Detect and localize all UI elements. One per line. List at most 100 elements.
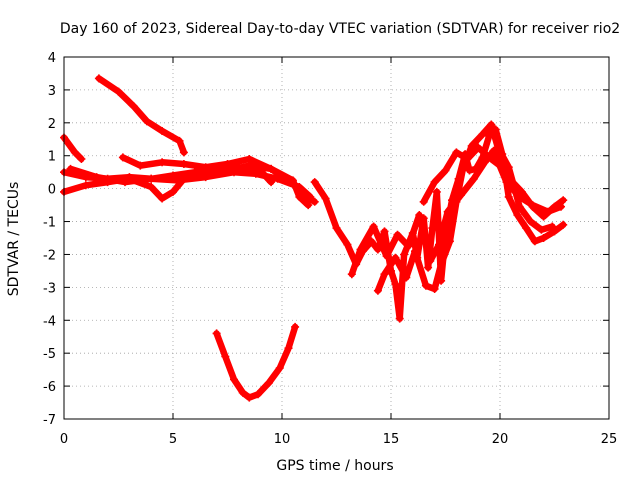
data-point	[221, 352, 230, 361]
data-point	[201, 163, 210, 172]
data-point	[426, 257, 435, 265]
data-point	[382, 252, 391, 261]
y-tick-label: 2	[48, 117, 56, 132]
data-point	[445, 237, 454, 246]
x-tick-label: 20	[492, 432, 509, 447]
data-point	[478, 130, 487, 139]
data-point	[369, 222, 378, 231]
data-point	[158, 194, 167, 203]
data-point	[245, 393, 254, 402]
data-point	[173, 176, 182, 185]
data-point	[169, 187, 177, 196]
data-point	[158, 158, 167, 167]
data-point	[332, 224, 341, 233]
data-point	[147, 183, 156, 191]
data-series	[60, 74, 568, 402]
data-point	[452, 197, 461, 206]
data-point	[513, 211, 522, 219]
data-point	[430, 178, 439, 187]
data-point	[94, 74, 103, 83]
data-point	[424, 263, 433, 272]
data-point	[437, 260, 446, 269]
data-point	[77, 155, 86, 163]
data-point	[432, 187, 441, 196]
data-point	[504, 163, 513, 172]
y-tick-label: 0	[48, 183, 56, 198]
data-point	[559, 220, 568, 229]
data-point	[347, 270, 356, 279]
data-point	[343, 240, 352, 249]
data-point	[114, 87, 123, 96]
x-tick-label: 25	[601, 432, 618, 447]
data-point	[435, 240, 443, 249]
data-point	[400, 250, 409, 259]
data-point	[515, 202, 524, 211]
data-point	[267, 164, 276, 173]
data-point	[129, 102, 138, 111]
data-point	[526, 217, 535, 226]
x-tick-label: 15	[383, 432, 400, 447]
y-tick-label: 3	[48, 84, 56, 99]
data-point	[428, 224, 437, 233]
data-point	[70, 148, 79, 157]
data-point	[380, 270, 389, 279]
data-point	[443, 207, 452, 216]
series-arc-g	[213, 323, 299, 401]
data-point	[393, 230, 402, 239]
data-point	[121, 178, 129, 187]
y-tick-label: -6	[43, 380, 56, 395]
data-point	[81, 181, 90, 190]
y-tick-label: -2	[43, 248, 56, 263]
data-point	[304, 201, 313, 210]
y-tick-label: 4	[48, 51, 56, 66]
data-point	[548, 222, 557, 231]
data-point	[493, 143, 502, 152]
data-point	[136, 161, 145, 170]
data-point	[310, 197, 319, 206]
data-point	[544, 207, 552, 216]
plot-frame	[63, 56, 610, 420]
data-point	[430, 285, 439, 293]
data-point	[356, 245, 365, 254]
data-point	[530, 237, 539, 246]
data-point	[118, 153, 127, 162]
data-point	[291, 322, 300, 331]
data-point	[467, 141, 476, 150]
data-point	[288, 176, 297, 185]
data-point	[201, 173, 210, 182]
data-point	[310, 178, 319, 187]
data-point	[421, 281, 430, 290]
data-point	[254, 390, 262, 399]
data-point	[245, 155, 254, 163]
data-point	[391, 280, 400, 289]
grid-lines	[64, 57, 609, 419]
y-tick-label: -5	[43, 347, 56, 362]
data-point	[539, 234, 548, 242]
data-point	[452, 148, 461, 157]
data-point	[380, 227, 389, 236]
data-point	[264, 378, 273, 387]
data-point	[223, 160, 232, 168]
data-point	[537, 225, 546, 234]
data-point	[522, 224, 531, 233]
data-point	[66, 164, 75, 173]
data-point	[391, 253, 400, 262]
x-tick-label: 5	[169, 432, 177, 447]
data-point	[402, 273, 411, 282]
data-point	[179, 148, 188, 157]
data-point	[469, 174, 478, 183]
series-arc-h	[311, 126, 567, 322]
data-point	[458, 164, 467, 173]
data-point	[295, 192, 304, 201]
data-point	[230, 168, 238, 177]
data-point	[411, 247, 419, 256]
data-point	[487, 120, 496, 129]
data-point	[404, 242, 413, 251]
data-point	[179, 160, 188, 168]
data-point	[238, 388, 247, 397]
data-point	[419, 197, 428, 206]
data-point	[559, 196, 568, 205]
data-point	[147, 174, 156, 183]
y-tick-label: -7	[43, 413, 56, 428]
